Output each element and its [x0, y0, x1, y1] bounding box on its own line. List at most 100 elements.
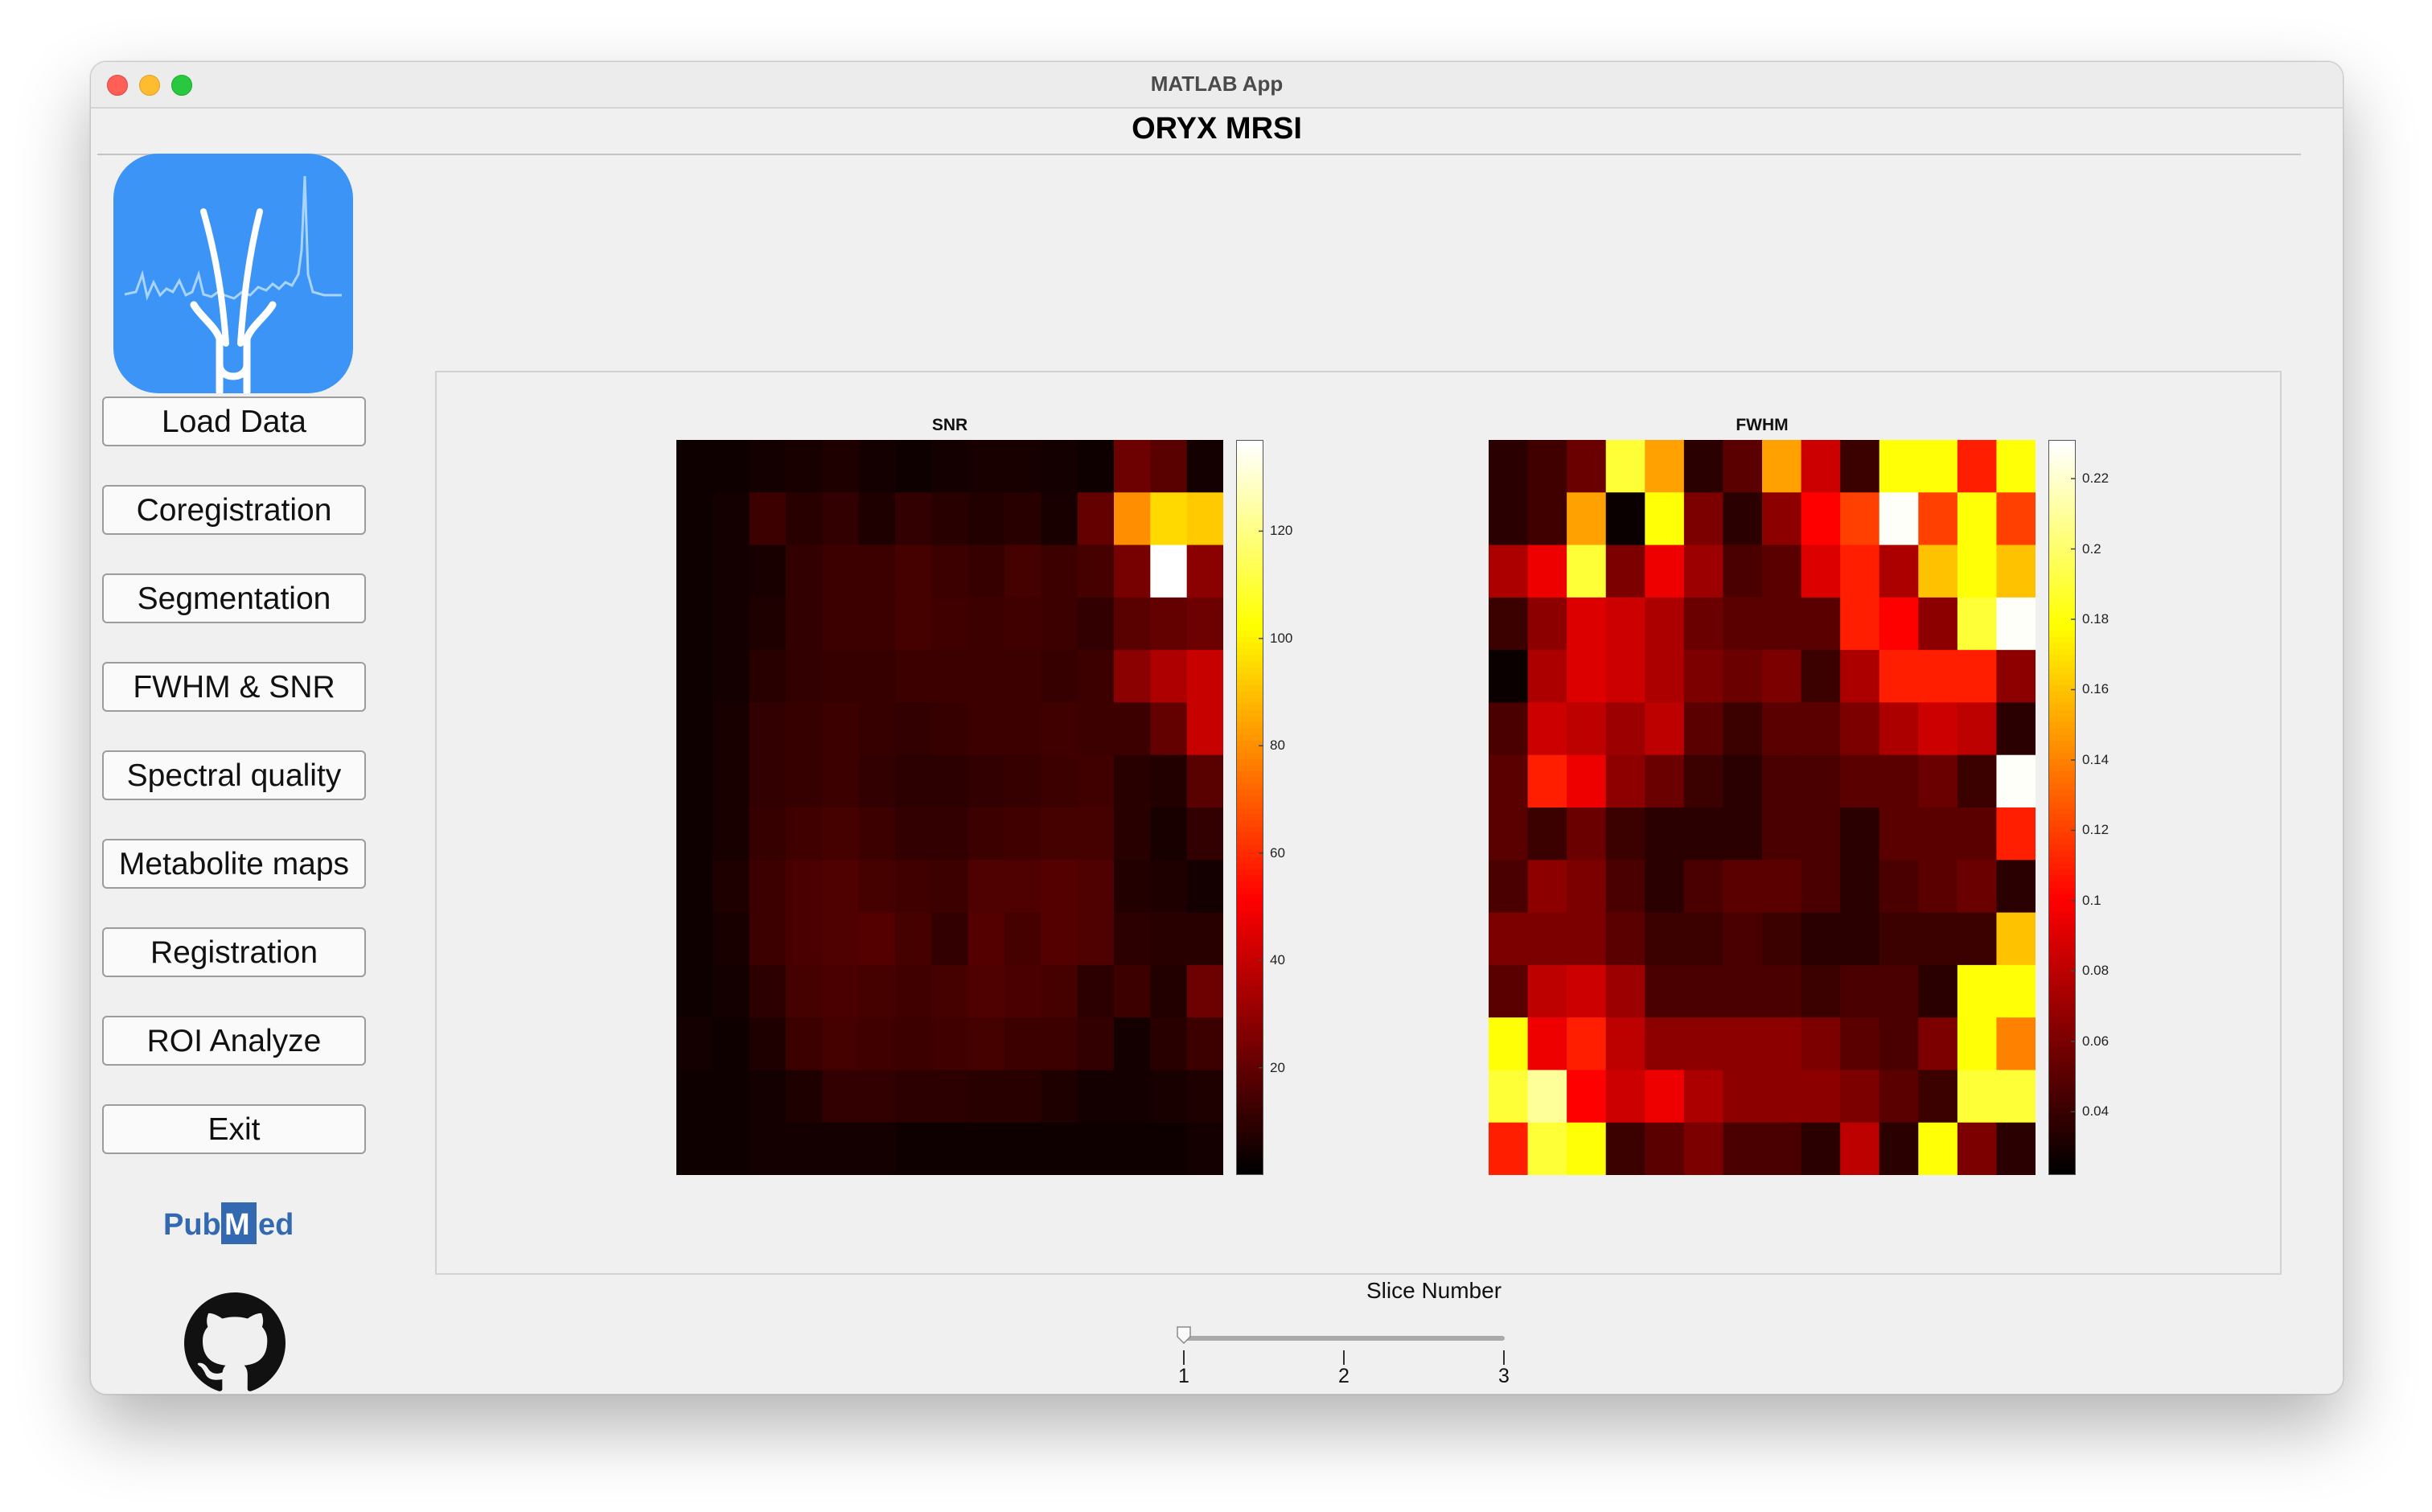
heatmap-cell: [931, 1122, 969, 1175]
heatmap-cell: [676, 544, 713, 598]
heatmap-cell: [1918, 544, 1958, 598]
heatmap-cell: [1489, 860, 1529, 914]
pubmed-logo[interactable]: Pub M ed: [163, 1196, 324, 1252]
close-window-button[interactable]: [107, 75, 128, 96]
colorbar-segment: [2048, 935, 2076, 943]
heatmap-cell: [676, 1070, 713, 1124]
segmentation-button[interactable]: Segmentation: [102, 573, 366, 623]
heatmap-cell: [1879, 1070, 1919, 1124]
colorbar-segment: [2048, 544, 2076, 551]
colorbar-segment: [1236, 923, 1263, 931]
colorbar-segment: [1236, 844, 1263, 852]
colorbar-segment: [1236, 593, 1263, 600]
colorbar-segment: [1236, 483, 1263, 490]
colorbar-segment: [1236, 1095, 1263, 1103]
heatmap-cell: [1918, 1122, 1958, 1175]
heatmap-cell: [749, 544, 787, 598]
heatmap-cell: [822, 492, 860, 546]
colorbar-segment: [2048, 1101, 2076, 1109]
heatmap-cell: [1077, 1070, 1115, 1124]
heatmap-cell: [1918, 912, 1958, 966]
colorbar-segment: [2048, 586, 2076, 594]
roi-analyze-button[interactable]: ROI Analyze: [102, 1016, 366, 1066]
colorbar-segment: [2048, 507, 2076, 515]
heatmap-cell: [931, 492, 969, 546]
heatmap-cell: [1489, 702, 1529, 756]
coregistration-button[interactable]: Coregistration: [102, 485, 366, 535]
colorbar-segment: [1236, 721, 1263, 729]
heatmap-cell: [1762, 807, 1802, 861]
metabolite-maps-button[interactable]: Metabolite maps: [102, 839, 366, 889]
heatmap-cell: [1996, 912, 2036, 966]
colorbar-segment: [2048, 562, 2076, 569]
slice-slider-thumb[interactable]: [1177, 1326, 1191, 1344]
colorbar-segment: [1236, 635, 1263, 643]
colorbar-segment: [1236, 1046, 1263, 1054]
title-divider: [97, 154, 2301, 155]
heatmap-cell: [858, 1122, 896, 1175]
heatmap-cell: [895, 597, 932, 651]
github-icon[interactable]: [184, 1292, 286, 1394]
heatmap-cell: [931, 860, 969, 914]
heatmap-cell: [895, 702, 932, 756]
heatmap-cell: [749, 1122, 787, 1175]
heatmap-cell: [1567, 544, 1607, 598]
heatmap-cell: [786, 1017, 823, 1071]
colorbar-segment: [2048, 862, 2076, 869]
heatmap-cell: [1723, 807, 1763, 861]
heatmap-cell: [1077, 702, 1115, 756]
colorbar-segment: [2048, 654, 2076, 661]
heatmap-cell: [931, 544, 969, 598]
fwhm-snr-button[interactable]: FWHM & SNR: [102, 662, 366, 712]
colorbar-segment: [2048, 556, 2076, 564]
colorbar-segment: [1236, 960, 1263, 968]
slice-slider-track[interactable]: [1183, 1336, 1505, 1341]
colorbar-segment: [2048, 1157, 2076, 1164]
colorbar-segment: [2048, 838, 2076, 845]
colorbar-segment: [2048, 550, 2076, 557]
colorbar-segment: [1236, 862, 1263, 869]
heatmap-cell: [1683, 912, 1724, 966]
colorbar-segment: [2048, 881, 2076, 888]
exit-button[interactable]: Exit: [102, 1104, 366, 1154]
heatmap-cell: [1683, 544, 1724, 598]
colorbar-segment: [2048, 807, 2076, 815]
heatmap-cell: [931, 650, 969, 704]
heatmap-cell: [1527, 597, 1567, 651]
colorbar-segment: [1236, 1009, 1263, 1017]
load-data-button[interactable]: Load Data: [102, 396, 366, 446]
heatmap-cell: [1527, 860, 1567, 914]
colorbar-segment: [2048, 715, 2076, 723]
heatmap-cell: [895, 912, 932, 966]
colorbar-segment: [2048, 789, 2076, 796]
colorbar-segment: [1236, 1138, 1263, 1145]
heatmap-cell: [1996, 1070, 2036, 1124]
heatmap-cell: [1957, 1122, 1998, 1175]
heatmap-cell: [1150, 754, 1188, 808]
heatmap-cell: [1996, 597, 2036, 651]
heatmap-cell: [713, 597, 750, 651]
heatmap-cell: [858, 492, 896, 546]
heatmap-cell: [1957, 1017, 1998, 1071]
heatmap-cell: [676, 964, 713, 1018]
registration-button[interactable]: Registration: [102, 927, 366, 977]
colorbar-segment: [1236, 715, 1263, 723]
zoom-window-button[interactable]: [171, 75, 192, 96]
heatmap-cell: [1489, 807, 1529, 861]
heatmap-cell: [1004, 1070, 1041, 1124]
colorbar-segment: [2048, 1089, 2076, 1096]
spectral-quality-button[interactable]: Spectral quality: [102, 750, 366, 800]
heatmap-cell: [713, 492, 750, 546]
heatmap-cell: [858, 544, 896, 598]
heatmap-cell: [1683, 807, 1724, 861]
heatmap-cell: [858, 650, 896, 704]
colorbar-segment: [1236, 1169, 1263, 1175]
heatmap-cell: [822, 650, 860, 704]
heatmap-cell: [1567, 702, 1607, 756]
heatmap-cell: [713, 912, 750, 966]
heatmap-cell: [1801, 440, 1841, 493]
colorbar-segment: [2048, 832, 2076, 839]
heatmap-cell: [1150, 1017, 1188, 1071]
heatmap-cell: [967, 1017, 1005, 1071]
minimize-window-button[interactable]: [139, 75, 160, 96]
